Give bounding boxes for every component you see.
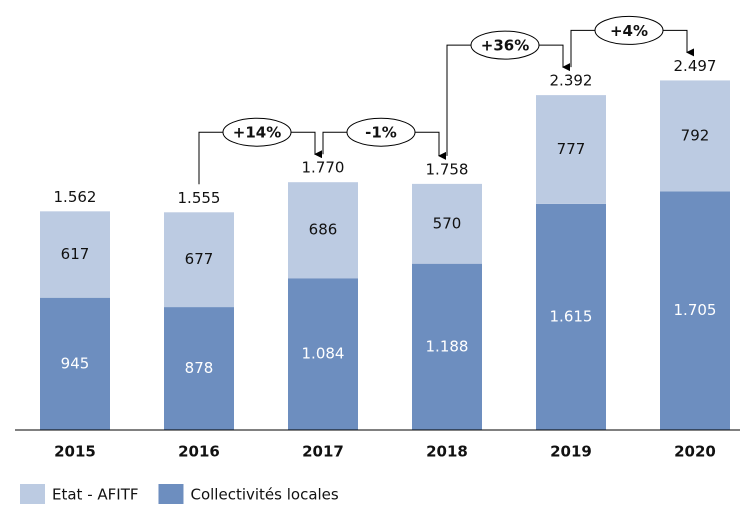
bar-segment (40, 297, 110, 430)
annotation-bubble (594, 15, 664, 45)
legend-swatch (20, 484, 45, 504)
bar-segment (288, 182, 358, 279)
bar-segment (660, 80, 730, 192)
annotation-label: -1% (365, 124, 397, 142)
data-label: 617 (61, 245, 90, 263)
bar-segment (164, 212, 234, 308)
annotation-label: +4% (610, 22, 648, 40)
total-label: 1.758 (426, 160, 469, 178)
total-label: 1.562 (54, 188, 97, 206)
total-label: 1.770 (302, 159, 345, 177)
data-label: 878 (185, 359, 214, 377)
legend-swatch (158, 484, 184, 504)
bar-segment (412, 183, 482, 264)
x-tick-label: 2017 (302, 443, 344, 461)
annotation-label: +36% (481, 37, 529, 55)
total-label: 2.392 (550, 72, 593, 90)
bar-segment (660, 191, 730, 430)
data-label: 1.084 (302, 345, 345, 363)
legend-label: Collectivités locales (190, 486, 338, 504)
legend-label: Etat - AFITF (52, 486, 138, 504)
annotation-bubble (346, 117, 416, 147)
bar-segment (40, 211, 110, 298)
annotation-bubble (222, 117, 292, 147)
x-tick-label: 2016 (178, 443, 220, 461)
bar-segment (536, 203, 606, 430)
data-label: 570 (433, 214, 462, 232)
data-label: 792 (681, 126, 710, 144)
x-tick-label: 2019 (550, 443, 592, 461)
data-label: 1.188 (426, 337, 469, 355)
total-label: 1.555 (178, 189, 221, 207)
bar-segment (288, 278, 358, 430)
bar-segment (412, 263, 482, 430)
x-tick-label: 2015 (54, 443, 96, 461)
bar-segment (536, 95, 606, 204)
x-tick-label: 2018 (426, 443, 468, 461)
annotation-label: +14% (233, 124, 281, 142)
data-label: 945 (61, 354, 90, 372)
data-label: 1.615 (550, 307, 593, 325)
total-label: 2.497 (674, 57, 717, 75)
data-label: 686 (309, 221, 338, 239)
bar-segment (164, 307, 234, 430)
annotation-bubble (470, 30, 540, 60)
x-tick-label: 2020 (674, 443, 716, 461)
data-label: 1.705 (674, 301, 717, 319)
data-label: 677 (185, 250, 214, 268)
data-label: 777 (557, 140, 586, 158)
